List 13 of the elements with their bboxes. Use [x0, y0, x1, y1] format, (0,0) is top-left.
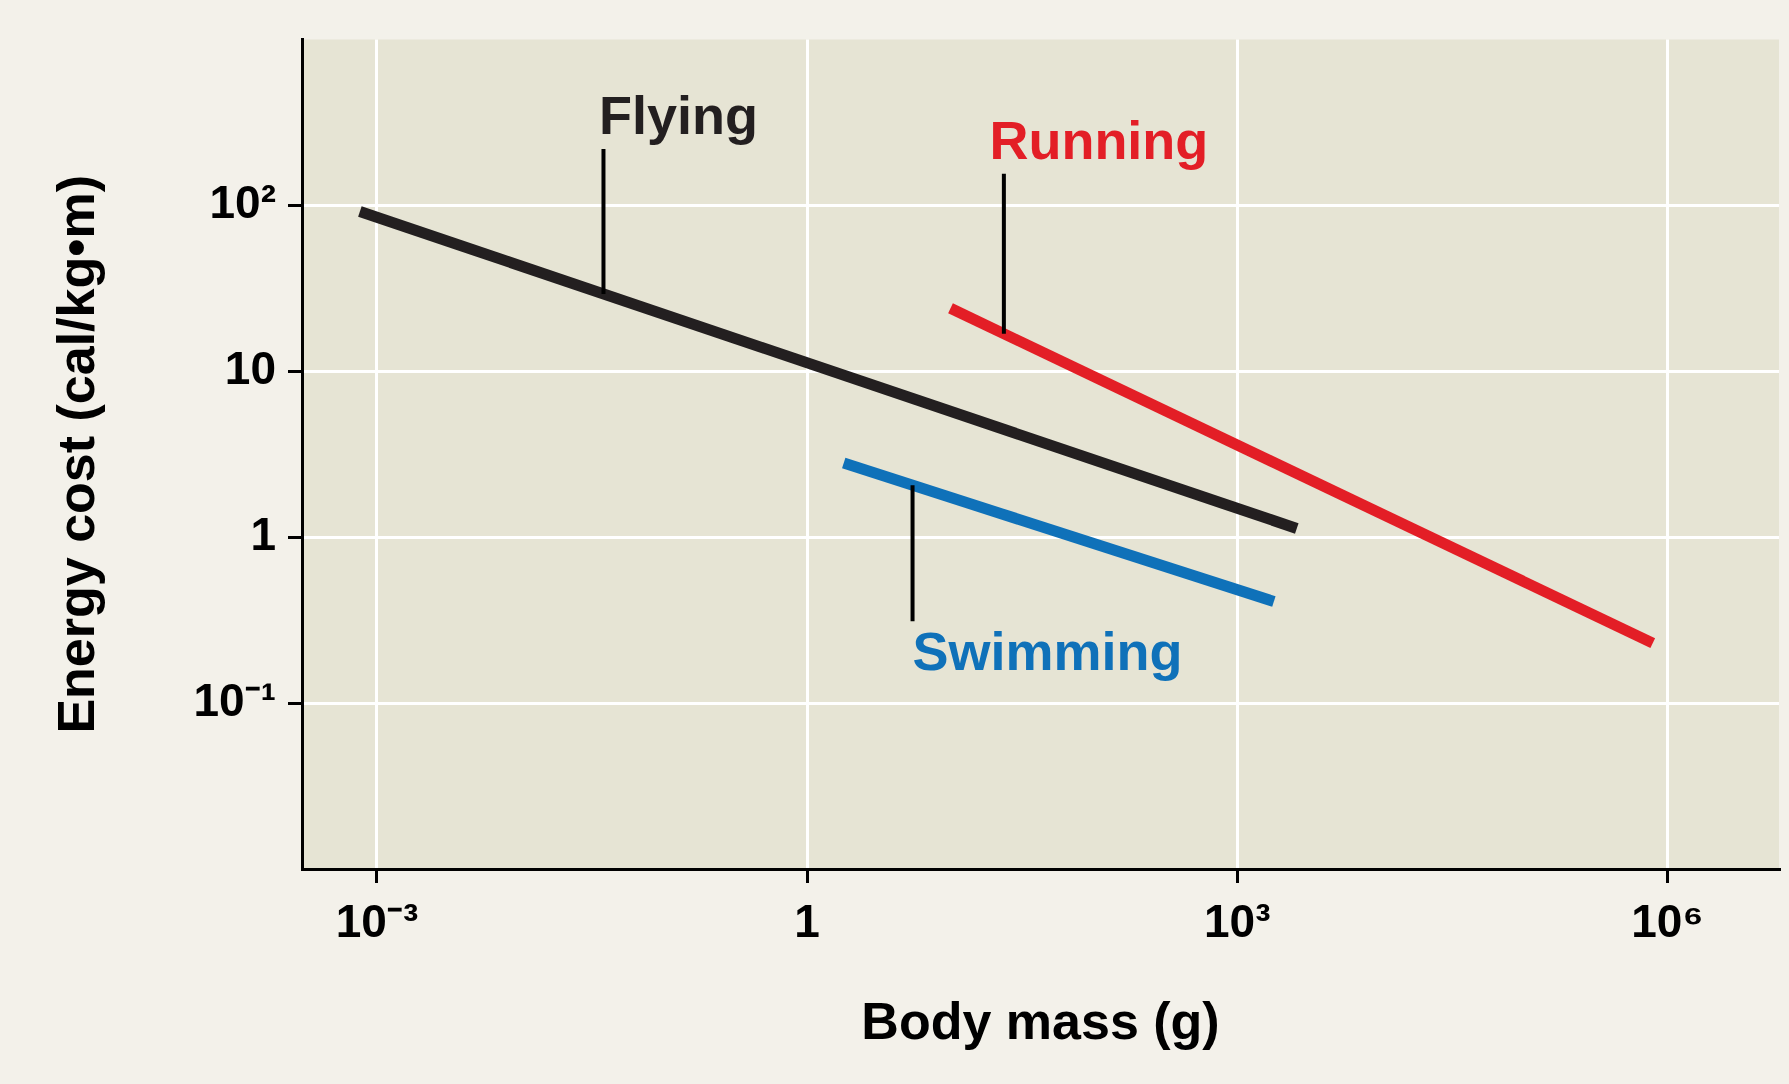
- y-tick-label: 10⁻¹: [193, 673, 276, 726]
- x-tick-label: 10³: [1204, 895, 1271, 948]
- x-tick-label: 10⁻³: [335, 895, 419, 948]
- y-tick-label: 10²: [209, 176, 276, 229]
- x-axis-title: Body mass (g): [861, 992, 1220, 1051]
- y-axis-title: Energy cost (cal/kg•m): [46, 175, 105, 734]
- text: Flying: [598, 84, 758, 145]
- series-label: Swimming: [912, 621, 1183, 682]
- x-tick-label: 10⁶: [1631, 895, 1704, 948]
- y-tick-label: 10: [224, 342, 276, 395]
- y-tick-label: 1: [250, 507, 276, 560]
- text: Running: [989, 109, 1209, 170]
- x-tick-label: 1: [794, 895, 820, 948]
